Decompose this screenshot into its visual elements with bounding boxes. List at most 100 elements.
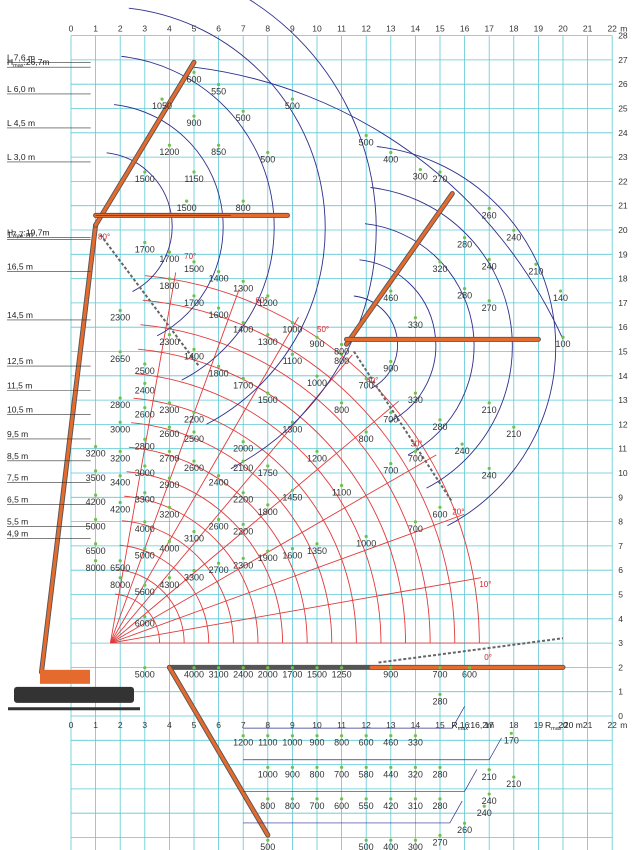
load-value: 850	[211, 147, 226, 157]
load-value: 6500	[86, 546, 106, 556]
load-value: 5600	[135, 587, 155, 597]
load-value: 1050	[152, 101, 172, 111]
load-point	[413, 520, 417, 524]
load-point	[143, 666, 147, 670]
load-point	[192, 170, 196, 174]
load-point	[192, 347, 196, 351]
load-value: 700	[359, 381, 374, 391]
load-value: 210	[528, 266, 543, 276]
jib-arc	[230, 0, 377, 470]
load-point	[143, 615, 147, 619]
load-point	[340, 483, 344, 488]
load-value: 300	[408, 842, 423, 850]
load-point	[167, 250, 171, 254]
load-point	[558, 289, 563, 293]
load-point	[413, 449, 417, 454]
jib-arc	[128, 7, 326, 425]
y-tick: 11	[618, 444, 627, 454]
load-point	[463, 821, 467, 825]
load-point	[290, 488, 294, 492]
load-value: 550	[211, 86, 226, 96]
angle-ray	[110, 513, 465, 644]
radius-arc	[117, 569, 185, 644]
load-point	[438, 765, 442, 769]
load-point	[192, 530, 196, 534]
x-bottom-tick: 22	[607, 720, 617, 730]
load-value: 330	[408, 395, 423, 405]
load-value: 1700	[233, 381, 253, 391]
load-point	[241, 376, 245, 381]
x-top-tick: 6	[216, 24, 221, 34]
load-point	[167, 143, 171, 147]
load-value: 310	[408, 801, 423, 811]
load-value: 2200	[184, 415, 204, 425]
load-value: 1800	[258, 507, 278, 517]
load-value: 1150	[184, 174, 203, 184]
load-point	[482, 804, 486, 808]
load-point	[487, 206, 491, 211]
load-point	[167, 539, 171, 543]
load-value: 1100	[283, 356, 302, 366]
load-point	[266, 294, 270, 298]
load-value: 460	[383, 293, 398, 303]
load-value: 1300	[258, 337, 278, 347]
load-value: 400	[383, 155, 398, 165]
x-top-tick: 8	[265, 24, 270, 34]
load-point	[340, 666, 344, 670]
height-label: 5,5 m	[7, 516, 28, 526]
load-point	[266, 734, 270, 738]
load-point	[340, 401, 344, 405]
radius-label: Rmax:20 m	[545, 720, 583, 732]
height-label: 10,5 m	[7, 405, 33, 415]
load-value: 1000	[282, 325, 302, 335]
load-value: 1700	[135, 244, 155, 254]
load-point	[192, 410, 196, 415]
y-tick: 5	[618, 590, 623, 600]
load-value: 2300	[233, 560, 253, 570]
load-point	[534, 262, 538, 266]
load-point	[266, 333, 270, 337]
x-bottom-tick: 9	[290, 720, 295, 730]
y-tick: 12	[618, 419, 628, 429]
x-bottom-tick: 20	[558, 720, 568, 730]
load-point	[143, 406, 147, 410]
load-point	[315, 797, 319, 801]
load-value: 2700	[159, 453, 179, 463]
load-point	[413, 391, 417, 395]
load-point	[413, 797, 417, 801]
load-point	[364, 534, 368, 539]
load-point	[143, 170, 147, 174]
load-value: 800	[334, 347, 349, 357]
load-point	[118, 350, 122, 354]
load-point	[438, 797, 442, 801]
load-point	[315, 374, 319, 378]
load-point	[389, 734, 393, 738]
x-top-tick: 9	[290, 24, 295, 34]
y-tick: 24	[618, 128, 628, 138]
load-point	[266, 549, 270, 553]
load-value: 1400	[184, 351, 204, 361]
load-point	[118, 396, 122, 400]
load-value: 600	[186, 74, 201, 84]
jib-arc	[370, 187, 513, 489]
load-value: 3000	[135, 468, 155, 478]
load-value: 2400	[233, 670, 253, 680]
crane-structure	[8, 0, 566, 838]
load-point	[94, 493, 98, 497]
angle-label: 50°	[317, 325, 329, 334]
x-top-tick: 22	[607, 24, 617, 34]
height-label: 12,5 m	[7, 356, 33, 366]
load-point	[487, 401, 491, 405]
load-value: 500	[359, 842, 374, 850]
x-bottom-tick: 11	[337, 720, 346, 730]
load-value: 2650	[110, 354, 130, 364]
load-value: 320	[408, 769, 423, 779]
x-bottom-tick: 5	[192, 720, 197, 730]
load-point	[413, 734, 417, 738]
load-point	[364, 838, 368, 842]
load-value: 1400	[209, 274, 229, 284]
x-top-unit: m	[620, 24, 627, 34]
lower-envelope	[243, 769, 478, 792]
load-value: 1700	[159, 254, 179, 264]
